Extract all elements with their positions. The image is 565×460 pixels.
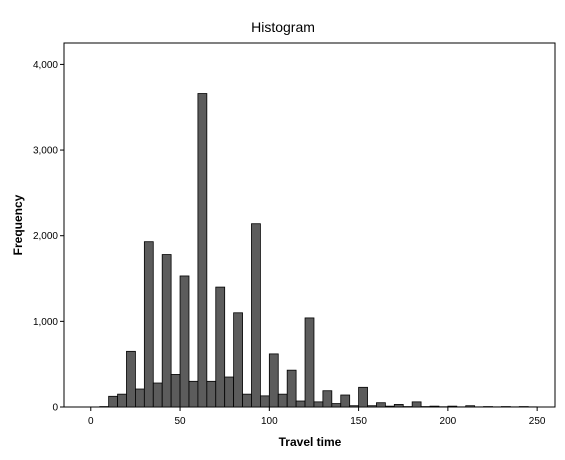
histogram-bar [322, 390, 333, 408]
x-axis: 0 50 100 150 200 250 [88, 407, 546, 427]
histogram-bar [340, 394, 351, 408]
histogram-bar [367, 405, 377, 408]
histogram-bar [143, 241, 154, 408]
y-tick-label: 3,000 [33, 146, 58, 157]
histogram-bar [277, 393, 288, 408]
y-axis: 0 1,000 2,000 3,000 4,000 [33, 60, 64, 414]
histogram-bar [179, 275, 190, 408]
histogram-bar [304, 317, 315, 408]
histogram-bar [188, 380, 199, 408]
histogram-bar [429, 405, 440, 408]
histogram-bar [465, 405, 476, 408]
x-tick-label: 0 [88, 416, 94, 427]
y-axis-label: Frequency [11, 194, 25, 255]
x-tick-label: 250 [529, 416, 546, 427]
histogram-bar [135, 388, 145, 408]
histogram-bar [268, 353, 279, 408]
histogram-bar [233, 312, 243, 408]
histogram-bar [117, 393, 127, 408]
y-tick-label: 2,000 [33, 231, 58, 242]
y-tick-label: 4,000 [33, 60, 58, 71]
y-tick-label: 0 [52, 403, 58, 414]
x-tick-label: 50 [174, 416, 186, 427]
histogram-bar [161, 254, 172, 408]
histogram-bar [197, 93, 208, 408]
histogram-bar [206, 380, 217, 408]
x-tick-label: 200 [440, 416, 457, 427]
y-tick-label: 1,000 [33, 317, 58, 328]
histogram-bar [349, 405, 360, 408]
histogram-bar [108, 395, 118, 408]
histogram-bar [126, 350, 136, 408]
x-tick-label: 150 [350, 416, 367, 427]
histogram-bar [376, 402, 386, 408]
chart-title: Histogram [251, 19, 315, 35]
histogram-bar [215, 286, 226, 408]
histogram-bar [286, 369, 297, 408]
histogram-bar [224, 376, 235, 408]
histogram-bar [295, 400, 306, 408]
bars-group [99, 93, 538, 408]
histogram-bar [242, 393, 252, 408]
histogram-bar [331, 403, 342, 408]
histogram-bar [411, 401, 422, 408]
histogram-bar [393, 404, 404, 408]
histogram-bar [170, 374, 181, 408]
x-axis-label: Travel time [279, 435, 342, 449]
x-tick-label: 100 [261, 416, 278, 427]
histogram-bar [313, 401, 324, 408]
histogram-bar [358, 386, 368, 408]
histogram-bar [251, 223, 261, 408]
histogram-bar [384, 405, 395, 408]
histogram-bar [447, 405, 458, 408]
histogram-bar [152, 382, 163, 408]
histogram-bar [259, 395, 270, 408]
